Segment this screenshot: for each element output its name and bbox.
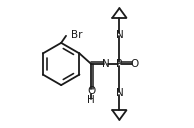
Text: Br: Br	[71, 30, 83, 40]
Text: P: P	[116, 59, 123, 69]
Text: H: H	[87, 95, 95, 105]
Text: O: O	[87, 86, 95, 96]
Text: O: O	[131, 59, 139, 69]
Text: N: N	[115, 30, 123, 40]
Text: N: N	[115, 88, 123, 98]
Text: N: N	[102, 59, 110, 69]
